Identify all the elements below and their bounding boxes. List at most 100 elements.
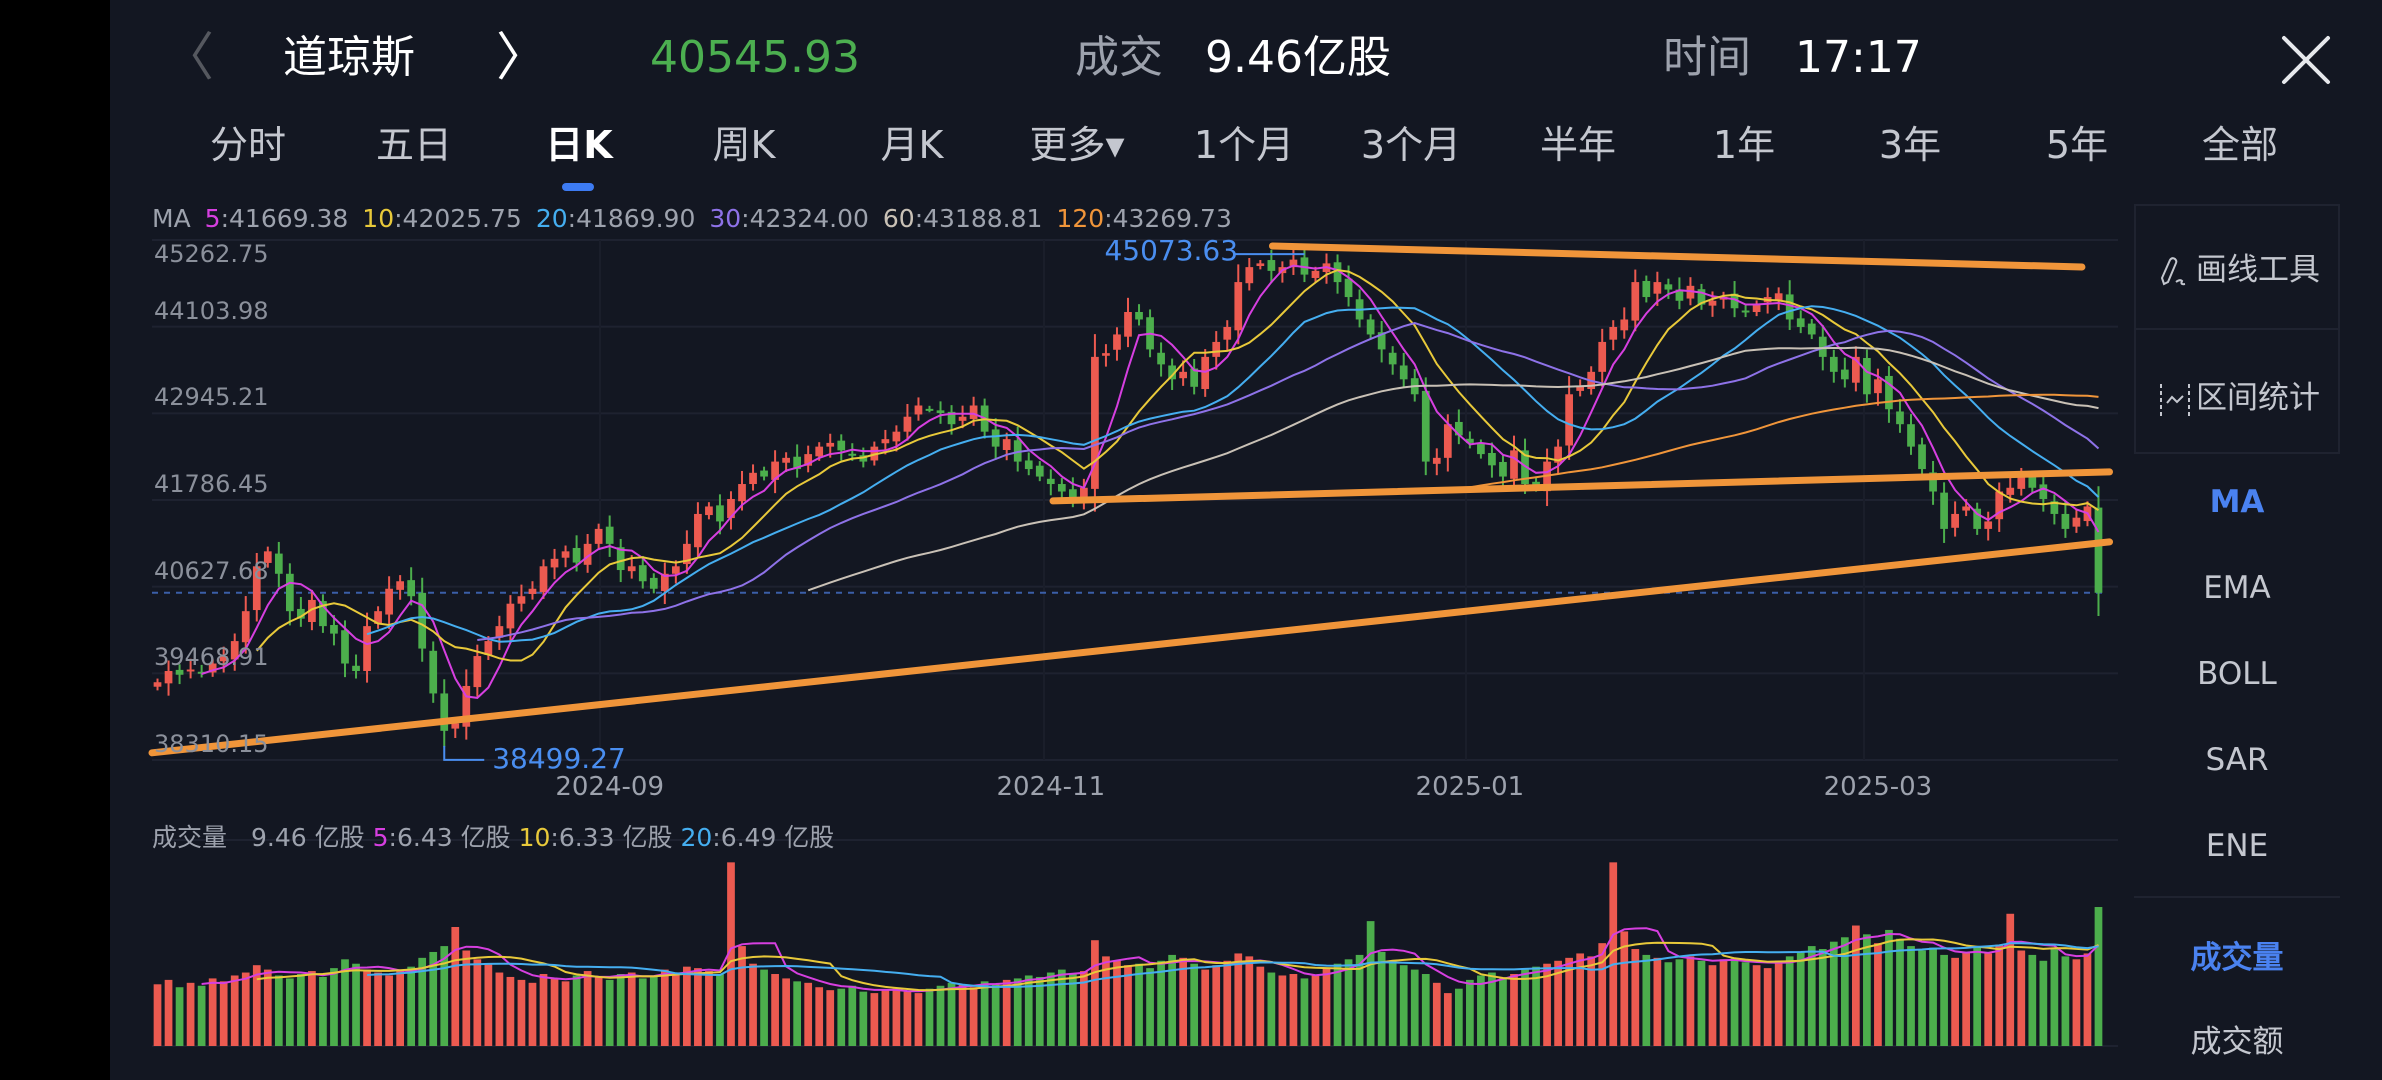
volume-bar — [1543, 963, 1551, 1046]
volume-bar — [2006, 913, 2015, 1046]
pencil-icon — [2160, 256, 2186, 285]
indicator-sar[interactable]: SAR — [2205, 742, 2269, 778]
candle-body — [230, 641, 239, 660]
candle-body — [782, 457, 790, 463]
current-price: 40545.93 — [650, 32, 860, 83]
y-tick-label: 45262.75 — [154, 240, 269, 268]
ma20-line — [366, 305, 2100, 643]
candle-body — [208, 663, 217, 673]
volume-bar — [660, 969, 669, 1046]
volume-bar — [418, 957, 427, 1046]
indicator-ema[interactable]: EMA — [2203, 570, 2271, 606]
indicator-ene[interactable]: ENE — [2205, 828, 2269, 864]
volume-bar — [837, 988, 846, 1046]
volume-bar — [815, 987, 824, 1046]
volume-bar — [319, 976, 327, 1046]
candle-body — [462, 685, 471, 727]
volume-ma-value: :6.49 亿股 — [712, 823, 835, 852]
candle-body — [936, 410, 945, 413]
sub-indicator-0[interactable]: 成交量 — [2190, 940, 2284, 976]
range-stats-button[interactable]: 区间统计 — [2134, 328, 2340, 454]
ma-period: 60 — [882, 204, 915, 233]
tab-5[interactable]: 更多▾ — [1029, 123, 1125, 167]
volume-bar — [1377, 951, 1386, 1046]
volume-legend-label: 成交量 — [152, 823, 228, 852]
candle-body — [1377, 332, 1386, 350]
tab-4[interactable]: 月K — [880, 123, 944, 167]
candle-body — [804, 454, 813, 466]
tab-3[interactable]: 周K — [712, 123, 776, 167]
side-panel: 画线工具 区间统计 MA EMA BOLL SAR ENE 成交量成交额 — [2134, 204, 2340, 1080]
ma10-line — [256, 269, 2100, 662]
candle-body — [1675, 289, 1684, 301]
volume-bar — [694, 968, 702, 1046]
indicator-ma[interactable]: MA — [2209, 484, 2265, 520]
volume-bar — [164, 979, 173, 1046]
volume-bar — [969, 987, 978, 1046]
candle-body — [219, 656, 228, 662]
volume-bar — [892, 988, 901, 1046]
volume-ma-period: 20 — [680, 823, 713, 852]
candle-body — [683, 543, 691, 565]
volume-bar — [705, 971, 713, 1046]
tab-6[interactable]: 1个月 — [1193, 123, 1295, 167]
close-icon[interactable] — [2280, 34, 2332, 90]
volume-ma-value: :6.33 亿股 — [550, 823, 673, 852]
draw-tool-button[interactable]: 画线工具 — [2134, 204, 2340, 330]
volume-bar — [859, 991, 868, 1046]
candle-body — [1057, 484, 1066, 492]
indicator-boll[interactable]: BOLL — [2197, 656, 2277, 692]
volume-bar — [1046, 972, 1055, 1046]
tab-12[interactable]: 全部 — [2201, 123, 2279, 167]
candle-body — [1013, 440, 1022, 462]
tab-8[interactable]: 半年 — [1539, 123, 1617, 167]
candle-body — [1234, 282, 1243, 331]
candle-body — [1091, 356, 1099, 489]
tab-2[interactable]: 日K — [545, 123, 613, 167]
volume-bar — [2061, 956, 2070, 1046]
volume-bar — [1432, 982, 1441, 1046]
ma-legend: MA 5:41669.38 10:42025.75 20:41869.90 30:423… — [152, 204, 1260, 233]
volume-bar — [1024, 975, 1033, 1046]
volume-bar — [1443, 993, 1452, 1046]
volume-bar — [241, 972, 250, 1046]
volume-bar — [528, 982, 537, 1046]
volume-bar — [958, 984, 967, 1046]
volume-bar — [1300, 978, 1309, 1046]
candle-body — [319, 601, 327, 627]
candle-body — [1300, 257, 1309, 275]
candle-body — [738, 484, 746, 502]
ma-legend-item: 20:41869.90 — [536, 204, 696, 233]
volume-bar — [1587, 956, 1596, 1046]
chevron-left-icon[interactable]: 〈 — [162, 28, 215, 88]
volume-bar — [2028, 954, 2037, 1046]
tab-7[interactable]: 3个月 — [1360, 123, 1462, 167]
volume-bar — [1355, 954, 1364, 1046]
volume-bar — [1223, 960, 1232, 1046]
volume-bar — [495, 972, 504, 1046]
volume-ma-period: 5 — [372, 823, 389, 852]
volume-bar — [1234, 953, 1243, 1046]
tab-1[interactable]: 五日 — [375, 123, 453, 167]
tab-9[interactable]: 1年 — [1712, 123, 1776, 167]
ma-value: :41669.38 — [220, 204, 349, 233]
volume-value: 9.46亿股 — [1205, 32, 1391, 83]
left-black-bar — [0, 0, 110, 1080]
trend-line — [148, 538, 2114, 757]
candle-body — [815, 446, 824, 457]
volume-bar — [627, 972, 636, 1046]
candle-body — [1984, 521, 1993, 529]
candle-body — [1918, 444, 1926, 470]
volume-bar — [683, 966, 691, 1046]
candle-body — [694, 513, 702, 548]
volume-bar — [1951, 957, 1959, 1046]
tab-0[interactable]: 分时 — [209, 123, 287, 167]
tab-11[interactable]: 5年 — [2045, 123, 2109, 167]
candle-body — [418, 592, 427, 649]
chevron-right-icon[interactable]: 〉 — [496, 28, 549, 88]
tab-10[interactable]: 3年 — [1878, 123, 1942, 167]
candle-body — [1885, 375, 1893, 410]
volume-bar — [1113, 960, 1121, 1046]
sub-indicator-1[interactable]: 成交额 — [2190, 1024, 2284, 1060]
